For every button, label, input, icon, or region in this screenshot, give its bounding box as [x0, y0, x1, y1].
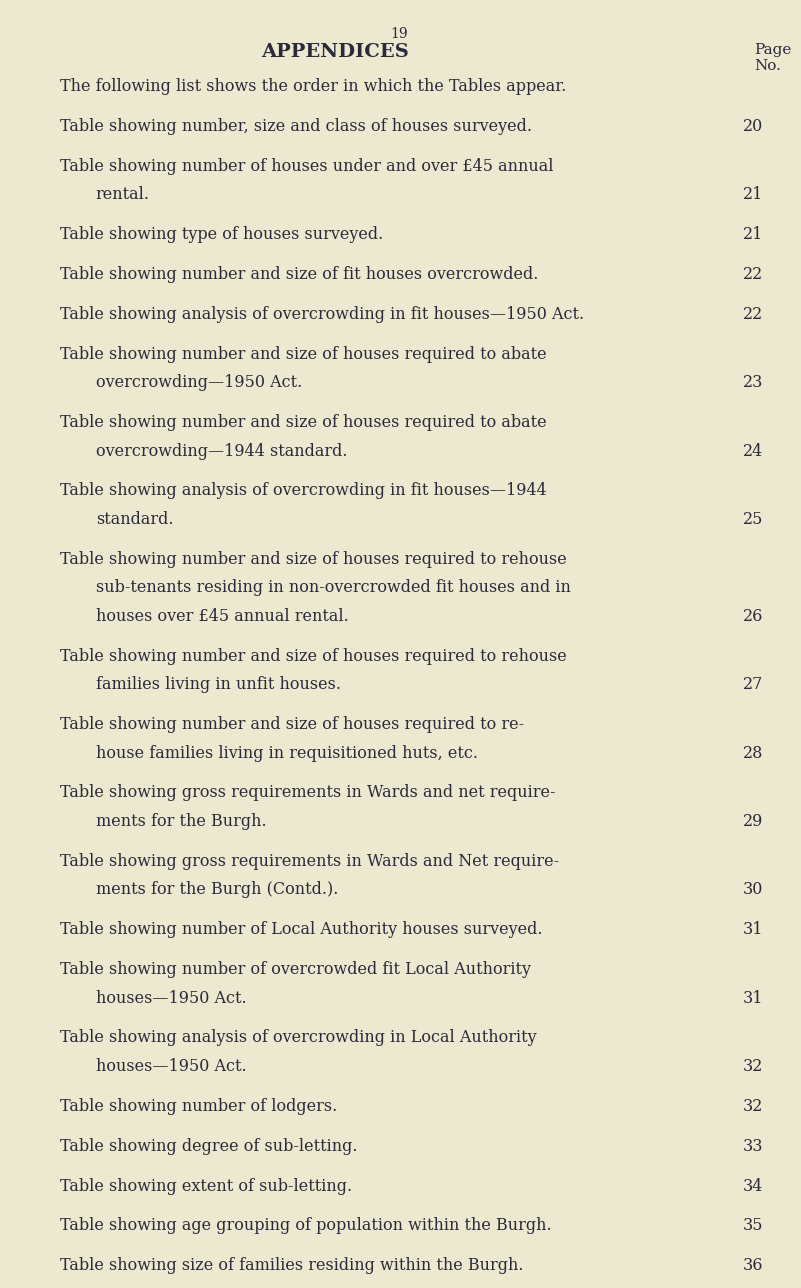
Text: 30: 30	[743, 881, 763, 898]
Text: 24: 24	[743, 443, 763, 460]
Text: Table showing type of houses surveyed.: Table showing type of houses surveyed.	[60, 225, 383, 243]
Text: Table showing age grouping of population within the Burgh.: Table showing age grouping of population…	[60, 1217, 551, 1234]
Text: 23: 23	[743, 375, 763, 392]
Text: Table showing analysis of overcrowding in Local Authority: Table showing analysis of overcrowding i…	[60, 1029, 537, 1046]
Text: 35: 35	[743, 1217, 763, 1234]
Text: Table showing gross requirements in Wards and net require-: Table showing gross requirements in Ward…	[60, 784, 555, 801]
Text: No.: No.	[754, 59, 781, 73]
Text: 31: 31	[743, 921, 763, 938]
Text: sub-tenants residing in non-overcrowded fit houses and in: sub-tenants residing in non-overcrowded …	[96, 580, 570, 596]
Text: Table showing number of houses under and over £45 annual: Table showing number of houses under and…	[60, 157, 553, 175]
Text: 36: 36	[743, 1257, 763, 1274]
Text: 33: 33	[743, 1137, 763, 1155]
Text: Table showing number and size of houses required to abate: Table showing number and size of houses …	[60, 345, 546, 363]
Text: Table showing number and size of fit houses overcrowded.: Table showing number and size of fit hou…	[60, 265, 538, 283]
Text: Table showing degree of sub-letting.: Table showing degree of sub-letting.	[60, 1137, 357, 1155]
Text: 19: 19	[390, 27, 408, 41]
Text: 34: 34	[743, 1177, 763, 1194]
Text: Table showing number, size and class of houses surveyed.: Table showing number, size and class of …	[60, 117, 532, 135]
Text: overcrowding—1944 standard.: overcrowding—1944 standard.	[96, 443, 347, 460]
Text: overcrowding—1950 Act.: overcrowding—1950 Act.	[96, 375, 302, 392]
Text: 22: 22	[743, 265, 763, 283]
Text: house families living in requisitioned huts, etc.: house families living in requisitioned h…	[96, 744, 477, 761]
Text: ments for the Burgh.: ments for the Burgh.	[96, 813, 267, 829]
Text: Table showing analysis of overcrowding in fit houses—1950 Act.: Table showing analysis of overcrowding i…	[60, 305, 584, 323]
Text: 29: 29	[743, 813, 763, 829]
Text: standard.: standard.	[96, 511, 173, 528]
Text: Table showing gross requirements in Wards and Net require-: Table showing gross requirements in Ward…	[60, 853, 559, 869]
Text: 21: 21	[743, 225, 763, 243]
Text: Table showing number and size of houses required to rehouse: Table showing number and size of houses …	[60, 551, 566, 568]
Text: 26: 26	[743, 608, 763, 625]
Text: houses—1950 Act.: houses—1950 Act.	[96, 1057, 247, 1075]
Text: The following list shows the order in which the Tables appear.: The following list shows the order in wh…	[60, 77, 566, 95]
Text: houses—1950 Act.: houses—1950 Act.	[96, 989, 247, 1006]
Text: APPENDICES: APPENDICES	[261, 43, 409, 61]
Text: 20: 20	[743, 117, 763, 135]
Text: rental.: rental.	[96, 187, 150, 204]
Text: 22: 22	[743, 305, 763, 323]
Text: Table showing number of Local Authority houses surveyed.: Table showing number of Local Authority …	[60, 921, 542, 938]
Text: houses over £45 annual rental.: houses over £45 annual rental.	[96, 608, 348, 625]
Text: 32: 32	[743, 1097, 763, 1115]
Text: Page: Page	[754, 43, 791, 57]
Text: Table showing number of overcrowded fit Local Authority: Table showing number of overcrowded fit …	[60, 961, 531, 978]
Text: Table showing number and size of houses required to abate: Table showing number and size of houses …	[60, 413, 546, 431]
Text: Table showing number and size of houses required to re-: Table showing number and size of houses …	[60, 716, 524, 733]
Text: Table showing number of lodgers.: Table showing number of lodgers.	[60, 1097, 337, 1115]
Text: Table showing analysis of overcrowding in fit houses—1944: Table showing analysis of overcrowding i…	[60, 483, 546, 500]
Text: ments for the Burgh (Contd.).: ments for the Burgh (Contd.).	[96, 881, 338, 898]
Text: 25: 25	[743, 511, 763, 528]
Text: Table showing size of families residing within the Burgh.: Table showing size of families residing …	[60, 1257, 523, 1274]
Text: families living in unfit houses.: families living in unfit houses.	[96, 676, 340, 693]
Text: 28: 28	[743, 744, 763, 761]
Text: Table showing number and size of houses required to rehouse: Table showing number and size of houses …	[60, 648, 566, 665]
Text: Table showing extent of sub-letting.: Table showing extent of sub-letting.	[60, 1177, 352, 1194]
Text: 31: 31	[743, 989, 763, 1006]
Text: 27: 27	[743, 676, 763, 693]
Text: 21: 21	[743, 187, 763, 204]
Text: 32: 32	[743, 1057, 763, 1075]
